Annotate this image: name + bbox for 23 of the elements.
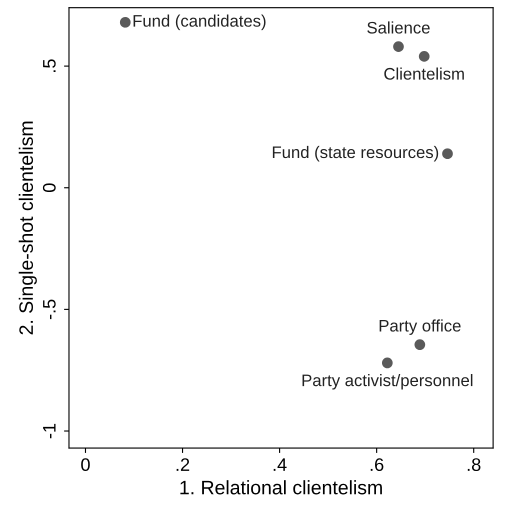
annotation: Fund (state resources) (272, 146, 438, 162)
annotation: Clientelism (384, 67, 464, 80)
x-tick-label: .6 (370, 458, 384, 472)
point (414, 339, 426, 350)
annotation: Fund (candidates) (134, 14, 266, 30)
annotation: Salience (367, 21, 430, 34)
x-tick-label: 0 (81, 458, 90, 472)
annotation: Party activist/personnel (302, 374, 472, 390)
point (442, 148, 453, 160)
point (393, 41, 404, 52)
y-tick-label: .5 (43, 59, 56, 72)
y-axis-title: 2. Single-shot clientelism (18, 122, 37, 334)
annotation: Party office (380, 319, 461, 335)
y-tick-label: -1 (43, 424, 56, 438)
x-tick-label: .8 (468, 458, 480, 472)
point (382, 358, 393, 368)
x-tick-label: .4 (274, 458, 287, 471)
y-tick-label: 0 (42, 183, 56, 192)
point (418, 51, 430, 62)
y-tick-label: -.5 (43, 300, 56, 320)
x-axis-title: 1. Relational clientelism (180, 480, 382, 494)
x-tick-label: .2 (176, 458, 190, 471)
point (120, 16, 131, 28)
